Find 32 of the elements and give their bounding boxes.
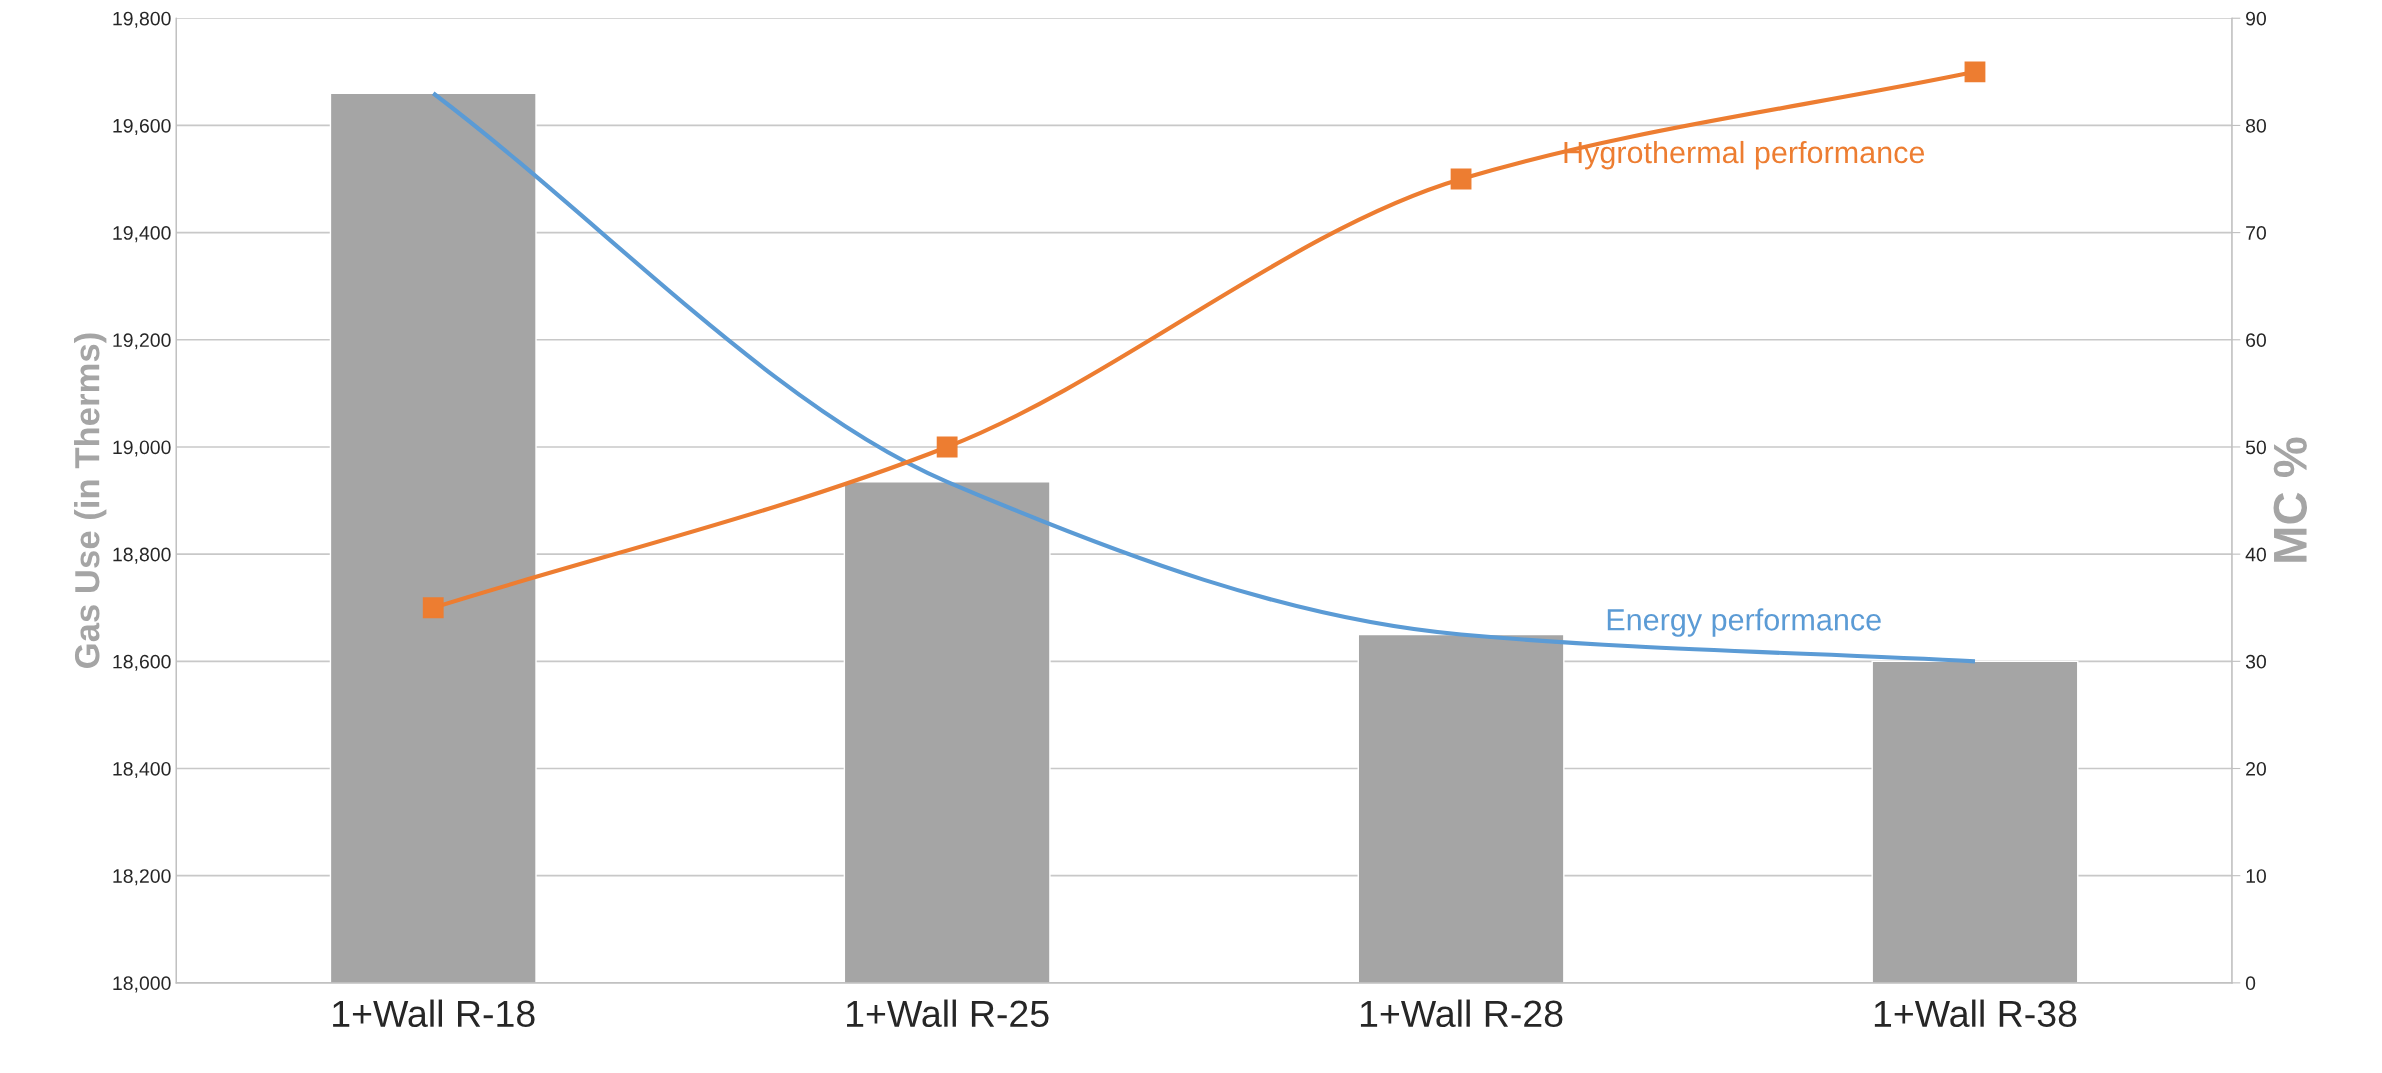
y2-tick-label: 20	[2246, 761, 2266, 776]
y2-tick-label: 30	[2245, 654, 2266, 669]
series-label: Hygrothermal performance	[1564, 140, 1925, 170]
point	[422, 597, 444, 619]
y-tick-label: 19,800	[113, 11, 171, 28]
point	[936, 436, 958, 458]
y-tick-label: 18,800	[113, 547, 171, 564]
y2-tick-label: 90	[2246, 11, 2266, 26]
y-tick-label: 19,600	[113, 118, 171, 135]
y2-tick-label: 10	[2246, 869, 2266, 883]
x-tick-label: 1+Wall R-25	[847, 999, 1049, 1028]
y-tick-label: 18,600	[113, 654, 171, 671]
x-tick-label: 1+Wall R-38	[1874, 999, 2077, 1028]
x-tick-label: 1+Wall R-18	[333, 999, 535, 1028]
y-tick-label: 18,400	[113, 761, 171, 779]
y-axis-title: Gas Use (in Therms)	[74, 333, 107, 668]
y-tick-label: 19,200	[113, 333, 171, 350]
y2-tick-label: 40	[2245, 547, 2266, 562]
y-tick-label: 19,400	[113, 226, 171, 243]
y-tick-label: 18,200	[113, 869, 171, 886]
point	[1964, 61, 1986, 83]
y2-tick-label: 50	[2245, 440, 2266, 455]
y2-axis-title: MC %	[2273, 437, 2307, 562]
y-tick-label: 19,000	[113, 440, 171, 457]
series-label: Energy performance	[1607, 608, 1881, 637]
y-tick-label: 18,000	[113, 976, 171, 993]
point	[1450, 168, 1472, 190]
x-tick-label: 1+Wall R-28	[1360, 999, 1563, 1028]
y2-tick-label: 60	[2246, 333, 2266, 348]
y2-tick-label: 80	[2245, 118, 2266, 133]
y2-tick-label: 0	[2245, 976, 2256, 991]
y2-tick-label: 70	[2246, 226, 2266, 240]
